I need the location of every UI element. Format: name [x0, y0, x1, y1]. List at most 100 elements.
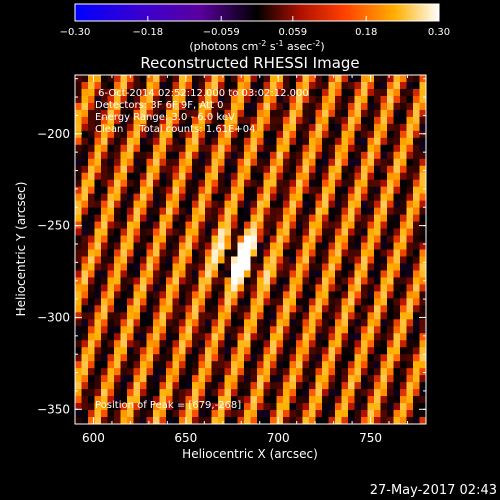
heatmap-cell	[354, 81, 362, 90]
heatmap-cell	[322, 130, 329, 139]
heatmap-cell	[400, 137, 407, 146]
heatmap-cell	[75, 284, 82, 292]
heatmap-cell	[250, 298, 258, 306]
heatmap-cell	[101, 347, 108, 355]
heatmap-cell	[75, 130, 82, 139]
heatmap-cell	[114, 312, 121, 320]
heatmap-cell	[413, 417, 420, 424]
heatmap-cell	[367, 207, 375, 215]
heatmap-cell	[244, 109, 251, 118]
heatmap-cell	[146, 102, 154, 111]
heatmap-cell	[270, 179, 277, 188]
heatmap-cell	[153, 347, 160, 355]
heatmap-cell	[140, 193, 147, 202]
heatmap-cell	[315, 305, 323, 313]
heatmap-cell	[218, 417, 225, 424]
heatmap-cell	[153, 116, 160, 125]
heatmap-cell	[276, 102, 284, 111]
heatmap-cell	[146, 305, 154, 313]
heatmap-cell	[159, 417, 167, 424]
footer-timestamp: 27-May-2017 02:43	[370, 483, 497, 498]
heatmap-cell	[315, 116, 323, 125]
x-axis-label: Heliocentric X (arcsec)	[182, 447, 318, 461]
heatmap-cell	[309, 165, 316, 174]
heatmap-cell	[322, 354, 329, 362]
heatmap-cell	[387, 158, 394, 167]
heatmap-cell	[211, 81, 219, 90]
heatmap-cell	[309, 270, 316, 278]
heatmap-cell	[133, 326, 141, 334]
heatmap-cell	[101, 291, 108, 299]
heatmap-cell	[289, 319, 297, 327]
heatmap-cell	[309, 291, 316, 299]
heatmap-cell	[393, 75, 401, 83]
heatmap-cell	[179, 389, 186, 397]
heatmap-cell	[146, 172, 154, 181]
heatmap-cell	[348, 270, 355, 278]
heatmap-cell	[120, 291, 128, 299]
heatmap-cell	[218, 137, 225, 146]
heatmap-cell	[133, 361, 141, 369]
heatmap-cell	[244, 284, 251, 292]
heatmap-cell	[237, 228, 245, 236]
heatmap-cell	[393, 207, 401, 215]
heatmap-cell	[153, 291, 160, 299]
heatmap-cell	[270, 368, 277, 376]
heatmap-cell	[172, 277, 180, 285]
heatmap-cell	[146, 270, 154, 278]
heatmap-cell	[231, 95, 238, 104]
heatmap-cell	[315, 333, 323, 341]
heatmap-cell	[400, 193, 407, 202]
heatmap-cell	[257, 277, 264, 285]
heatmap-cell	[81, 221, 89, 229]
heatmap-cell	[166, 165, 173, 174]
heatmap-cell	[328, 102, 336, 111]
heatmap-cell	[380, 382, 388, 390]
heatmap-cell	[237, 298, 245, 306]
heatmap-cell	[172, 263, 180, 271]
heatmap-cell	[94, 396, 102, 404]
heatmap-cell	[192, 242, 199, 250]
heatmap-cell	[263, 396, 271, 404]
heatmap-cell	[367, 172, 375, 181]
heatmap-cell	[127, 396, 134, 404]
heatmap-cell	[244, 396, 251, 404]
heatmap-cell	[185, 333, 193, 341]
heatmap-cell	[120, 340, 128, 348]
heatmap-cell	[335, 284, 342, 292]
heatmap-cell	[172, 270, 180, 278]
heatmap-cell	[224, 165, 232, 174]
heatmap-cell	[315, 193, 323, 202]
heatmap-cell	[120, 228, 128, 236]
heatmap-cell	[75, 193, 82, 202]
heatmap-cell	[257, 186, 264, 195]
heatmap-cell	[205, 333, 212, 341]
heatmap-cell	[205, 144, 212, 153]
heatmap-cell	[328, 88, 336, 97]
heatmap-cell	[315, 200, 323, 209]
heatmap-cell	[400, 144, 407, 153]
heatmap-cell	[75, 319, 82, 327]
heatmap-cell	[159, 263, 167, 271]
heatmap-cell	[335, 95, 342, 104]
heatmap-cell	[276, 221, 284, 229]
heatmap-cell	[257, 144, 264, 153]
heatmap-cell	[335, 75, 342, 83]
heatmap-cell	[335, 207, 342, 215]
heatmap-cell	[166, 326, 173, 334]
heatmap-cell	[413, 382, 420, 390]
heatmap-cell	[179, 151, 186, 160]
heatmap-cell	[354, 417, 362, 424]
heatmap-cell	[387, 375, 394, 383]
heatmap-cell	[348, 123, 355, 132]
heatmap-cell	[198, 417, 206, 424]
heatmap-cell	[166, 389, 173, 397]
heatmap-cell	[198, 172, 206, 181]
heatmap-cell	[211, 235, 219, 243]
heatmap-cell	[361, 340, 368, 348]
heatmap-cell	[348, 186, 355, 195]
heatmap-cell	[322, 165, 329, 174]
heatmap-cell	[94, 305, 102, 313]
heatmap-cell	[380, 130, 388, 139]
heatmap-cell	[153, 200, 160, 209]
